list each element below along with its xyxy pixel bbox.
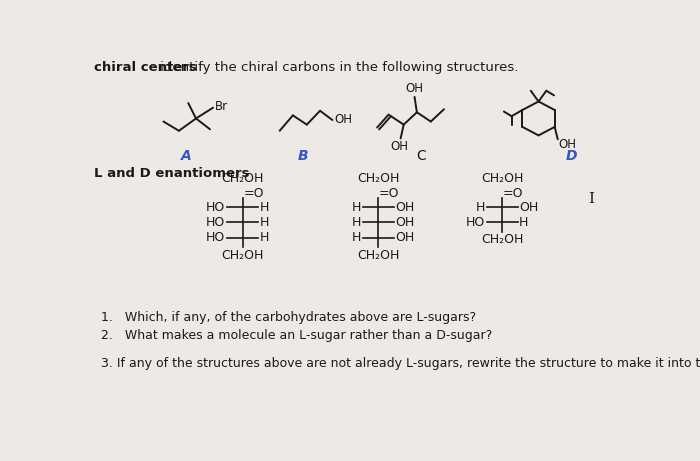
Text: HO: HO (206, 231, 225, 244)
Text: =O: =O (244, 187, 264, 200)
Text: OH: OH (519, 201, 538, 213)
Text: chiral centers: chiral centers (94, 61, 197, 75)
Text: HO: HO (206, 201, 225, 213)
Text: CH₂OH: CH₂OH (481, 233, 524, 246)
Text: CH₂OH: CH₂OH (221, 248, 264, 261)
Text: HO: HO (206, 216, 225, 229)
Text: L and D enantiomers: L and D enantiomers (94, 167, 249, 180)
Text: H: H (260, 201, 269, 213)
Text: H: H (260, 231, 269, 244)
Text: B: B (298, 149, 308, 163)
Text: Br: Br (215, 100, 228, 113)
Text: =O: =O (379, 187, 400, 200)
Text: H: H (351, 216, 361, 229)
Text: H: H (351, 231, 361, 244)
Text: 1.   Which, if any, of the carbohydrates above are L-sugars?: 1. Which, if any, of the carbohydrates a… (102, 311, 477, 324)
Text: H: H (351, 201, 361, 213)
Text: OH: OH (395, 216, 414, 229)
Text: OH: OH (559, 138, 577, 151)
Text: OH: OH (395, 201, 414, 213)
Text: H: H (260, 216, 269, 229)
Text: H: H (476, 201, 485, 213)
Text: – identify the chiral carbons in the following structures.: – identify the chiral carbons in the fol… (145, 61, 518, 75)
Text: OH: OH (395, 231, 414, 244)
Text: CH₂OH: CH₂OH (357, 248, 399, 261)
Text: OH: OH (390, 140, 408, 153)
Text: HO: HO (466, 216, 485, 229)
Text: D: D (566, 149, 578, 163)
Text: CH₂OH: CH₂OH (357, 171, 399, 185)
Text: 3. If any of the structures above are not already L-sugars, rewrite the structur: 3. If any of the structures above are no… (102, 357, 700, 370)
Text: CH₂OH: CH₂OH (481, 171, 524, 185)
Text: =O: =O (503, 187, 524, 200)
Text: I: I (588, 192, 594, 207)
Text: A: A (181, 149, 192, 163)
Text: CH₂OH: CH₂OH (221, 171, 264, 185)
Text: 2.   What makes a molecule an L-sugar rather than a D-sugar?: 2. What makes a molecule an L-sugar rath… (102, 330, 493, 343)
Text: H: H (519, 216, 528, 229)
Text: C: C (416, 149, 426, 163)
Text: OH: OH (405, 83, 424, 95)
Text: OH: OH (335, 113, 353, 126)
